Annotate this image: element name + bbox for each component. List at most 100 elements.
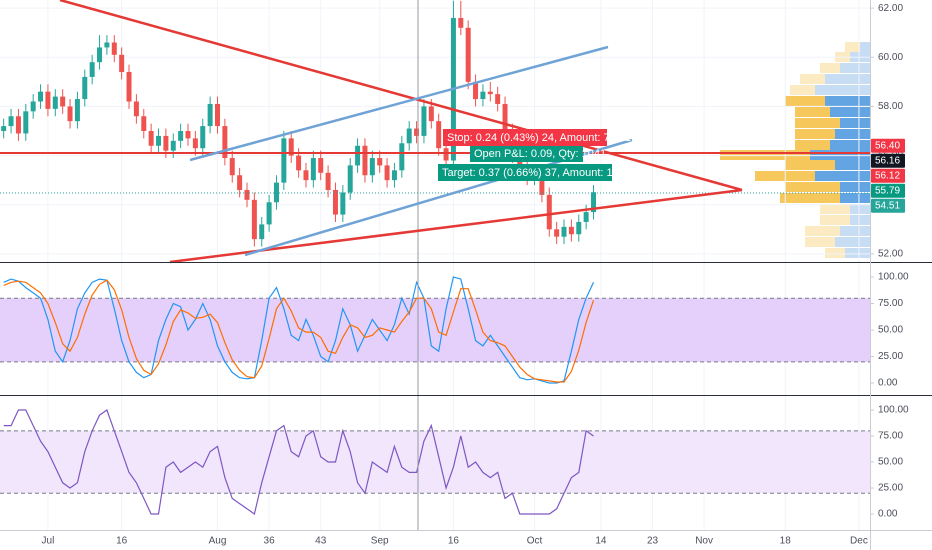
candle-body [391, 170, 397, 181]
y-tick-label: 58.00 [878, 101, 903, 112]
candle-body [89, 62, 95, 77]
x-tick-label: Sep [371, 536, 389, 547]
y-tick-label: 100.00 [878, 272, 909, 283]
y-tick-label: 75.00 [878, 298, 903, 309]
volume-profile-bar [835, 160, 870, 170]
candle-body [428, 106, 434, 122]
candle-body [104, 42, 110, 48]
volume-profile-bar [840, 182, 870, 192]
volume-profile-bar [830, 107, 870, 117]
candle-body [576, 221, 582, 235]
candle-body [296, 155, 302, 171]
candle-body [163, 135, 169, 151]
candle-body [568, 226, 574, 235]
candle-body [332, 189, 338, 215]
volume-profile-bar [820, 215, 850, 225]
volume-profile-bar [860, 42, 870, 52]
pnl-label: Open P&L: 0.09, Qty: 1041 [474, 148, 606, 160]
candle-body [1, 126, 7, 131]
x-tick-label: 43 [315, 536, 327, 547]
target-box [438, 164, 612, 181]
candle-body [487, 91, 493, 95]
candle-body [539, 172, 545, 195]
candle-body [23, 111, 29, 134]
y-tick-label: 75.00 [878, 431, 903, 442]
volume-profile-bar [835, 129, 870, 139]
candle-body [318, 158, 324, 173]
candle-body [414, 128, 420, 136]
candle-body [266, 202, 272, 225]
candle-body [377, 158, 383, 166]
volume-profile-bar [835, 237, 870, 247]
candle-body [355, 145, 361, 166]
x-tick-label: Oct [527, 536, 543, 547]
y-tick-label: 0.00 [878, 378, 898, 389]
candle-body [185, 131, 191, 139]
x-tick-label: 16 [448, 536, 460, 547]
price-label-box [871, 168, 905, 183]
volume-profile-bar [840, 226, 870, 236]
x-tick-label: Jul [42, 536, 55, 547]
candle-body [502, 103, 508, 131]
candle-body [465, 27, 471, 82]
candle-body [38, 91, 44, 102]
candle-body [200, 126, 206, 149]
candle-body [384, 165, 390, 181]
y-tick-label: 50.00 [878, 457, 903, 468]
volume-profile-bar [845, 248, 870, 258]
candle-body [67, 106, 73, 122]
volume-profile-bar [830, 140, 870, 150]
candle-body [74, 99, 80, 122]
volume-profile-bar [795, 118, 840, 128]
candle-body [133, 101, 139, 117]
candle-body [156, 135, 162, 146]
trend-line [59, 0, 743, 192]
price-label-box [871, 153, 905, 168]
candle-body [178, 131, 184, 141]
y-tick-label: 0.00 [878, 509, 898, 520]
y-tick-label: 52.00 [878, 249, 903, 260]
candle-body [126, 72, 132, 102]
price-label: 54.51 [875, 200, 900, 211]
volume-profile-bar [825, 248, 845, 258]
candle-body [458, 17, 464, 28]
volume-profile-bar [840, 193, 870, 203]
candle-body [443, 148, 449, 161]
volume-profile-bar [820, 63, 840, 73]
candle-body [8, 116, 14, 127]
volume-profile-bar [820, 204, 850, 214]
x-tick-label: Dec [850, 536, 868, 547]
candle-body [554, 229, 560, 237]
volume-profile-bar [795, 140, 830, 150]
candle-body [244, 189, 250, 200]
candle-body [303, 170, 309, 181]
y-tick-label: 100.00 [878, 405, 909, 416]
candle-body [215, 103, 220, 127]
x-tick-label: 36 [264, 536, 276, 547]
volume-profile-bar [780, 193, 840, 203]
candle-body [347, 165, 353, 193]
x-tick-label: 14 [595, 536, 607, 547]
y-tick-label: 60.00 [878, 52, 903, 63]
stop-label: Stop: 0.24 (0.43%) 24, Amount: 750.16 [447, 132, 637, 144]
candle-body [325, 172, 331, 190]
volume-profile-bar [840, 63, 870, 73]
y-tick-label: 50.00 [878, 325, 903, 336]
volume-profile-bar [795, 129, 835, 139]
candle-body [561, 226, 567, 237]
volume-profile-bar [825, 96, 870, 106]
candle-body [45, 91, 51, 109]
y-tick-label: 62.00 [878, 3, 903, 14]
price-label-box [871, 138, 905, 153]
candle-body [369, 158, 375, 176]
candle-body [480, 91, 486, 100]
candle-body [229, 158, 235, 176]
target-label: Target: 0.37 (0.66%) 37, Amount: 1385.17 [442, 167, 646, 179]
candle-body [473, 81, 479, 100]
band-fill [0, 298, 870, 362]
price-label: 56.12 [875, 170, 900, 181]
volume-profile-bar [805, 226, 840, 236]
